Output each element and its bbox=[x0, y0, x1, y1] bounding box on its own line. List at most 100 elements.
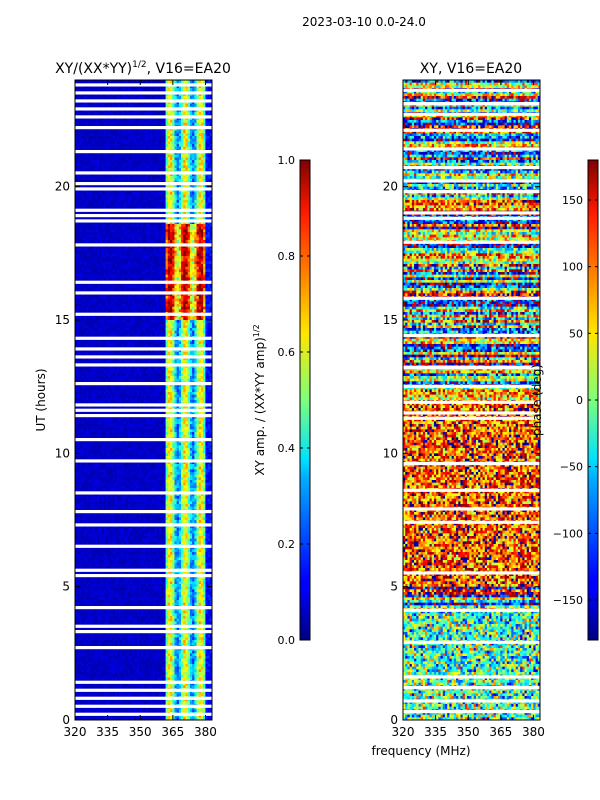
heat-cell bbox=[161, 200, 164, 204]
heat-cell bbox=[174, 226, 178, 230]
heat-cell bbox=[167, 173, 171, 177]
heat-cell bbox=[161, 80, 164, 84]
heat-cell bbox=[119, 250, 122, 254]
heat-cell bbox=[86, 202, 89, 206]
heat-cell bbox=[152, 200, 155, 204]
heat-cell bbox=[170, 202, 173, 206]
heat-cell bbox=[209, 160, 212, 164]
heat-cell bbox=[165, 277, 169, 281]
heat-cell bbox=[128, 237, 131, 241]
heat-cell bbox=[141, 128, 144, 132]
heat-cell bbox=[161, 104, 164, 108]
heat-cell bbox=[134, 168, 138, 172]
heat-cell bbox=[181, 96, 184, 100]
heat-cell bbox=[200, 130, 204, 134]
heat-cell bbox=[97, 266, 100, 270]
heat-cell bbox=[187, 120, 191, 124]
heat-cell bbox=[192, 197, 195, 201]
heat-cell bbox=[203, 189, 206, 193]
heat-cell bbox=[145, 146, 149, 150]
heat-cell bbox=[101, 229, 105, 233]
heat-cell bbox=[110, 128, 113, 132]
heat-cell bbox=[128, 285, 131, 289]
heat-cell bbox=[178, 240, 182, 244]
heat-cell bbox=[154, 138, 158, 142]
heat-cell bbox=[150, 157, 153, 161]
heat-cell bbox=[75, 197, 78, 201]
heat-cell bbox=[161, 226, 164, 230]
heat-cell bbox=[121, 210, 125, 214]
heat-cell bbox=[90, 261, 94, 265]
heat-cell bbox=[79, 245, 83, 249]
heat-cell bbox=[203, 210, 206, 214]
heat-cell bbox=[167, 234, 171, 238]
heat-cell bbox=[119, 197, 122, 201]
heat-cell bbox=[125, 237, 129, 241]
heat-cell bbox=[94, 288, 98, 292]
heat-cell bbox=[105, 210, 109, 214]
heat-cell bbox=[185, 154, 189, 158]
heat-cell bbox=[205, 130, 208, 134]
heat-cell bbox=[86, 168, 89, 172]
heat-cell bbox=[203, 224, 206, 228]
heat-cell bbox=[90, 197, 94, 201]
heat-cell bbox=[79, 176, 83, 180]
heat-cell bbox=[143, 234, 147, 238]
heat-cell bbox=[83, 256, 87, 260]
heat-cell bbox=[198, 101, 202, 105]
heat-cell bbox=[183, 200, 186, 204]
heat-cell bbox=[79, 80, 83, 84]
heat-cell bbox=[192, 93, 195, 97]
heat-cell bbox=[132, 285, 136, 289]
heat-cell bbox=[170, 80, 173, 84]
heat-cell bbox=[128, 80, 131, 84]
heat-cell bbox=[110, 138, 113, 142]
heat-cell bbox=[154, 130, 158, 134]
heat-cell bbox=[88, 192, 91, 196]
heat-cell bbox=[134, 272, 138, 276]
heat-cell bbox=[150, 160, 153, 164]
heat-cell bbox=[81, 176, 85, 180]
heat-cell bbox=[170, 200, 173, 204]
heat-cell bbox=[207, 221, 211, 225]
heat-cell bbox=[83, 144, 87, 148]
heat-cell bbox=[145, 245, 149, 249]
heat-cell bbox=[165, 85, 169, 89]
heat-cell bbox=[145, 189, 149, 193]
heat-cell bbox=[200, 194, 204, 198]
heat-cell bbox=[156, 104, 160, 108]
heat-cell bbox=[81, 192, 85, 196]
heat-cell bbox=[145, 136, 149, 140]
heat-cell bbox=[105, 269, 109, 273]
heat-cell bbox=[123, 184, 127, 188]
heat-cell bbox=[83, 168, 87, 172]
heat-cell bbox=[77, 117, 80, 121]
heat-cell bbox=[200, 176, 204, 180]
heat-cell bbox=[134, 269, 138, 273]
heat-cell bbox=[192, 152, 195, 156]
heat-cell bbox=[147, 101, 151, 105]
heat-cell bbox=[163, 101, 166, 105]
heat-cell bbox=[167, 88, 171, 92]
heat-cell bbox=[174, 189, 178, 193]
heat-cell bbox=[97, 282, 100, 286]
heat-cell bbox=[154, 162, 158, 166]
heat-cell bbox=[123, 224, 127, 228]
heat-cell bbox=[178, 162, 182, 166]
heat-cell bbox=[123, 141, 127, 145]
heat-cell bbox=[112, 80, 116, 84]
heat-cell bbox=[176, 266, 180, 270]
heat-cell bbox=[88, 117, 91, 121]
heat-cell bbox=[79, 117, 83, 121]
heat-cell bbox=[92, 104, 96, 108]
heat-cell bbox=[150, 120, 153, 124]
heat-cell bbox=[99, 146, 102, 150]
heat-cell bbox=[86, 138, 89, 142]
heat-cell bbox=[79, 154, 83, 158]
heat-cell bbox=[83, 277, 87, 281]
heat-cell bbox=[192, 274, 195, 278]
heat-cell bbox=[141, 96, 144, 100]
heat-cell bbox=[141, 122, 144, 126]
heat-cell bbox=[150, 144, 153, 148]
